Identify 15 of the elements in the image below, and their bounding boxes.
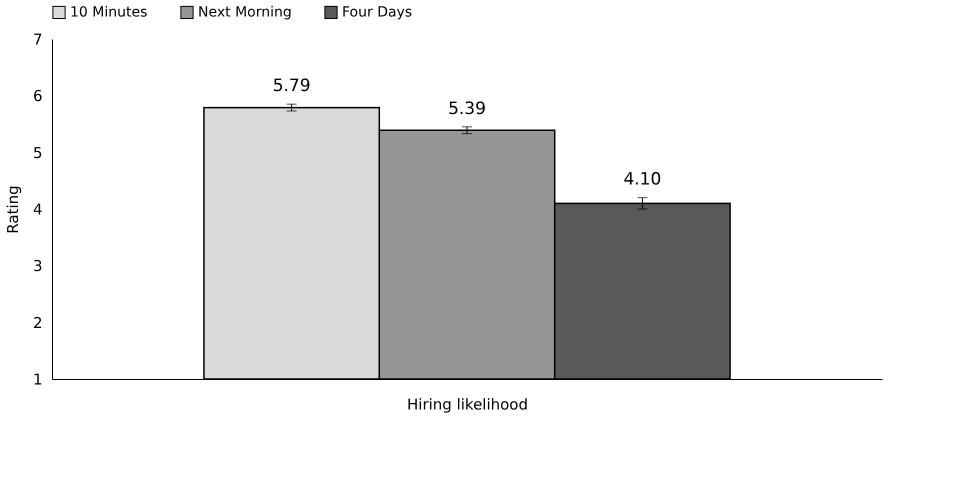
legend-label: Next Morning bbox=[198, 4, 292, 20]
y-tick-label: 6 bbox=[32, 87, 42, 106]
y-tick-label: 7 bbox=[32, 30, 42, 48]
legend-label: Four Days bbox=[342, 4, 412, 20]
data-label: 5.79 bbox=[272, 76, 311, 96]
data-label: 4.10 bbox=[623, 170, 662, 190]
y-tick-label: 2 bbox=[32, 314, 42, 332]
x-axis-title: Hiring likelihood bbox=[406, 396, 528, 414]
data-label: 5.39 bbox=[448, 98, 486, 119]
legend-label: 10 Minutes bbox=[70, 4, 148, 20]
y-axis-title: Rating bbox=[4, 185, 22, 234]
y-tick-label: 3 bbox=[32, 257, 42, 276]
y-tick-label: 1 bbox=[32, 370, 42, 388]
y-tick-label: 5 bbox=[32, 144, 42, 162]
y-tick-label: 4 bbox=[32, 200, 42, 218]
